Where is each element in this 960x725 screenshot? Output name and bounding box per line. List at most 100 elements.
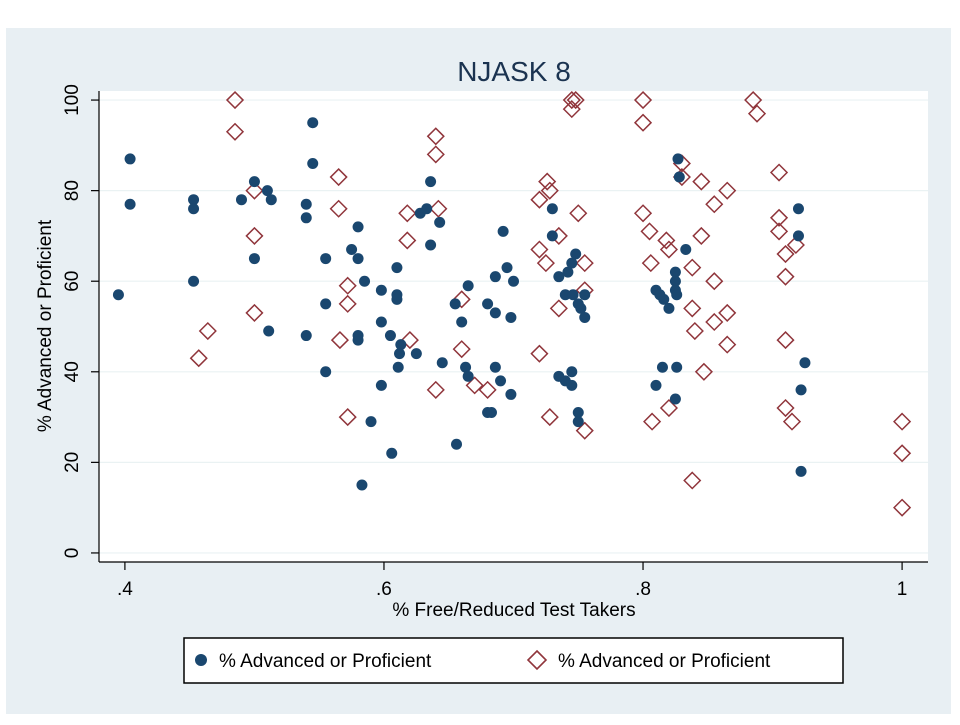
- data-point-circle: [365, 416, 377, 428]
- data-point-circle: [505, 311, 517, 323]
- data-point-circle: [300, 212, 312, 224]
- data-point-diamond: [705, 195, 724, 214]
- data-point-diamond: [426, 145, 445, 164]
- data-point-circle: [352, 253, 364, 265]
- data-point-diamond: [245, 303, 264, 322]
- data-point-circle: [261, 185, 273, 197]
- data-point-diamond: [657, 231, 676, 250]
- data-point-circle: [572, 416, 584, 428]
- data-point-diamond: [569, 204, 588, 223]
- data-point-circle: [671, 289, 683, 301]
- data-point-diamond: [641, 254, 660, 273]
- data-point-circle: [263, 325, 275, 337]
- data-point-diamond: [744, 90, 763, 110]
- data-point-diamond: [549, 299, 568, 318]
- y-axis: 0 20 40 60 80 100: [62, 84, 100, 562]
- data-point-diamond: [776, 398, 795, 418]
- data-point-diamond: [566, 90, 585, 110]
- data-point-diamond: [245, 181, 264, 200]
- data-point-circle: [799, 357, 811, 369]
- data-point-circle: [375, 284, 387, 296]
- data-point-circle: [656, 361, 668, 373]
- data-point-circle: [497, 225, 509, 237]
- data-point-diamond: [769, 163, 789, 182]
- data-point-diamond: [426, 380, 445, 399]
- data-point-circle: [384, 330, 396, 342]
- data-point-diamond: [776, 267, 795, 286]
- data-point-circle: [188, 194, 200, 206]
- data-point-circle: [449, 298, 461, 310]
- y-tick-label: 0: [62, 548, 83, 559]
- data-point-circle: [669, 266, 681, 278]
- data-point-circle: [434, 216, 446, 228]
- data-point-circle: [356, 479, 368, 491]
- data-point-circle: [792, 203, 804, 215]
- data-point-diamond: [225, 90, 245, 110]
- data-point-circle: [505, 388, 517, 400]
- data-point-circle: [410, 348, 422, 360]
- data-point-circle: [462, 370, 474, 382]
- data-point-diamond: [398, 204, 417, 223]
- y-tick-label: 80: [62, 180, 83, 201]
- data-point-diamond: [530, 240, 549, 259]
- data-point-diamond: [776, 244, 795, 264]
- data-point-circle: [658, 293, 670, 305]
- data-point-circle: [570, 248, 582, 260]
- data-point-circle: [673, 171, 685, 183]
- data-point-circle: [359, 275, 371, 287]
- x-tick-label: .4: [117, 579, 133, 600]
- data-point-circle: [395, 339, 407, 351]
- data-point-diamond: [683, 299, 702, 318]
- data-point-diamond: [776, 331, 795, 350]
- data-point-circle: [375, 316, 387, 328]
- data-point-circle: [421, 203, 433, 215]
- data-point-circle: [436, 357, 448, 369]
- data-point-diamond: [465, 376, 484, 395]
- data-point-circle: [300, 330, 312, 342]
- data-point-circle: [680, 244, 692, 256]
- data-point-diamond: [769, 222, 789, 241]
- data-point-diamond: [683, 471, 702, 490]
- data-point-diamond: [893, 412, 912, 431]
- data-point-diamond: [330, 331, 349, 350]
- data-point-circle: [575, 302, 587, 314]
- data-point-circle: [553, 370, 565, 382]
- data-point-diamond: [782, 412, 802, 431]
- data-point-circle: [320, 298, 332, 310]
- data-point-circle: [546, 230, 558, 242]
- legend-marker-circle: [195, 654, 207, 666]
- data-point-diamond: [769, 208, 789, 227]
- legend-marker-diamond: [526, 649, 548, 671]
- x-tick-label: .6: [376, 579, 392, 600]
- y-tick-label: 40: [62, 361, 83, 382]
- data-point-circle: [566, 257, 578, 269]
- data-point-circle: [451, 438, 463, 450]
- data-point-circle: [572, 407, 584, 419]
- data-point-circle: [672, 153, 684, 165]
- data-point-circle: [300, 198, 312, 210]
- data-point-circle: [391, 293, 403, 305]
- data-point-circle: [508, 275, 519, 287]
- data-point-circle: [669, 275, 681, 287]
- data-point-diamond: [400, 331, 419, 350]
- data-point-diamond: [530, 344, 549, 363]
- data-point-circle: [235, 194, 247, 206]
- data-point-circle: [566, 379, 578, 391]
- data-point-circle: [792, 230, 804, 242]
- legend: % Advanced or Proficient % Advanced or P…: [183, 637, 844, 684]
- data-point-diamond: [398, 231, 417, 250]
- data-point-diamond: [633, 113, 653, 132]
- data-point-diamond: [198, 321, 217, 341]
- data-point-circle: [485, 407, 497, 419]
- data-point-diamond: [189, 349, 208, 368]
- data-point-diamond: [659, 240, 678, 259]
- data-point-diamond: [562, 90, 581, 110]
- data-point-circle: [489, 271, 501, 283]
- data-point-diamond: [692, 226, 711, 245]
- data-point-circle: [456, 316, 468, 328]
- x-axis: .4 .6 .8 1: [99, 561, 928, 600]
- data-point-circle: [462, 280, 474, 292]
- data-point-diamond: [705, 312, 724, 332]
- data-point-diamond: [540, 181, 559, 200]
- y-tick-label: 20: [62, 452, 83, 473]
